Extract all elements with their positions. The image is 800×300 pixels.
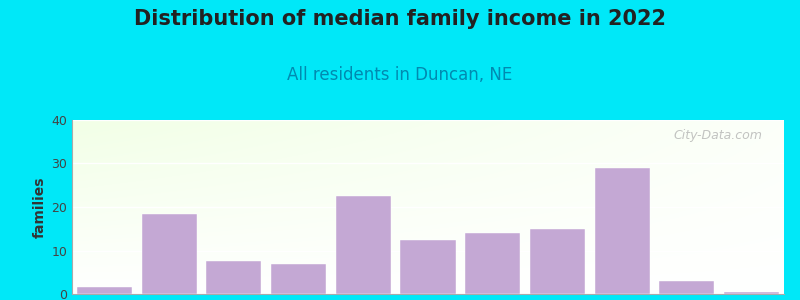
Bar [401, 240, 455, 294]
Bar [271, 263, 326, 294]
Bar [659, 281, 714, 294]
Text: All residents in Duncan, NE: All residents in Duncan, NE [287, 66, 513, 84]
Text: City-Data.com: City-Data.com [674, 129, 762, 142]
Bar [77, 287, 132, 294]
Bar [336, 196, 390, 294]
Bar [206, 261, 262, 294]
Bar [724, 292, 779, 294]
Bar [594, 168, 650, 294]
Bar [530, 229, 585, 294]
Text: Distribution of median family income in 2022: Distribution of median family income in … [134, 9, 666, 29]
Bar [466, 233, 520, 294]
Bar [142, 214, 197, 294]
Y-axis label: families: families [33, 176, 47, 238]
